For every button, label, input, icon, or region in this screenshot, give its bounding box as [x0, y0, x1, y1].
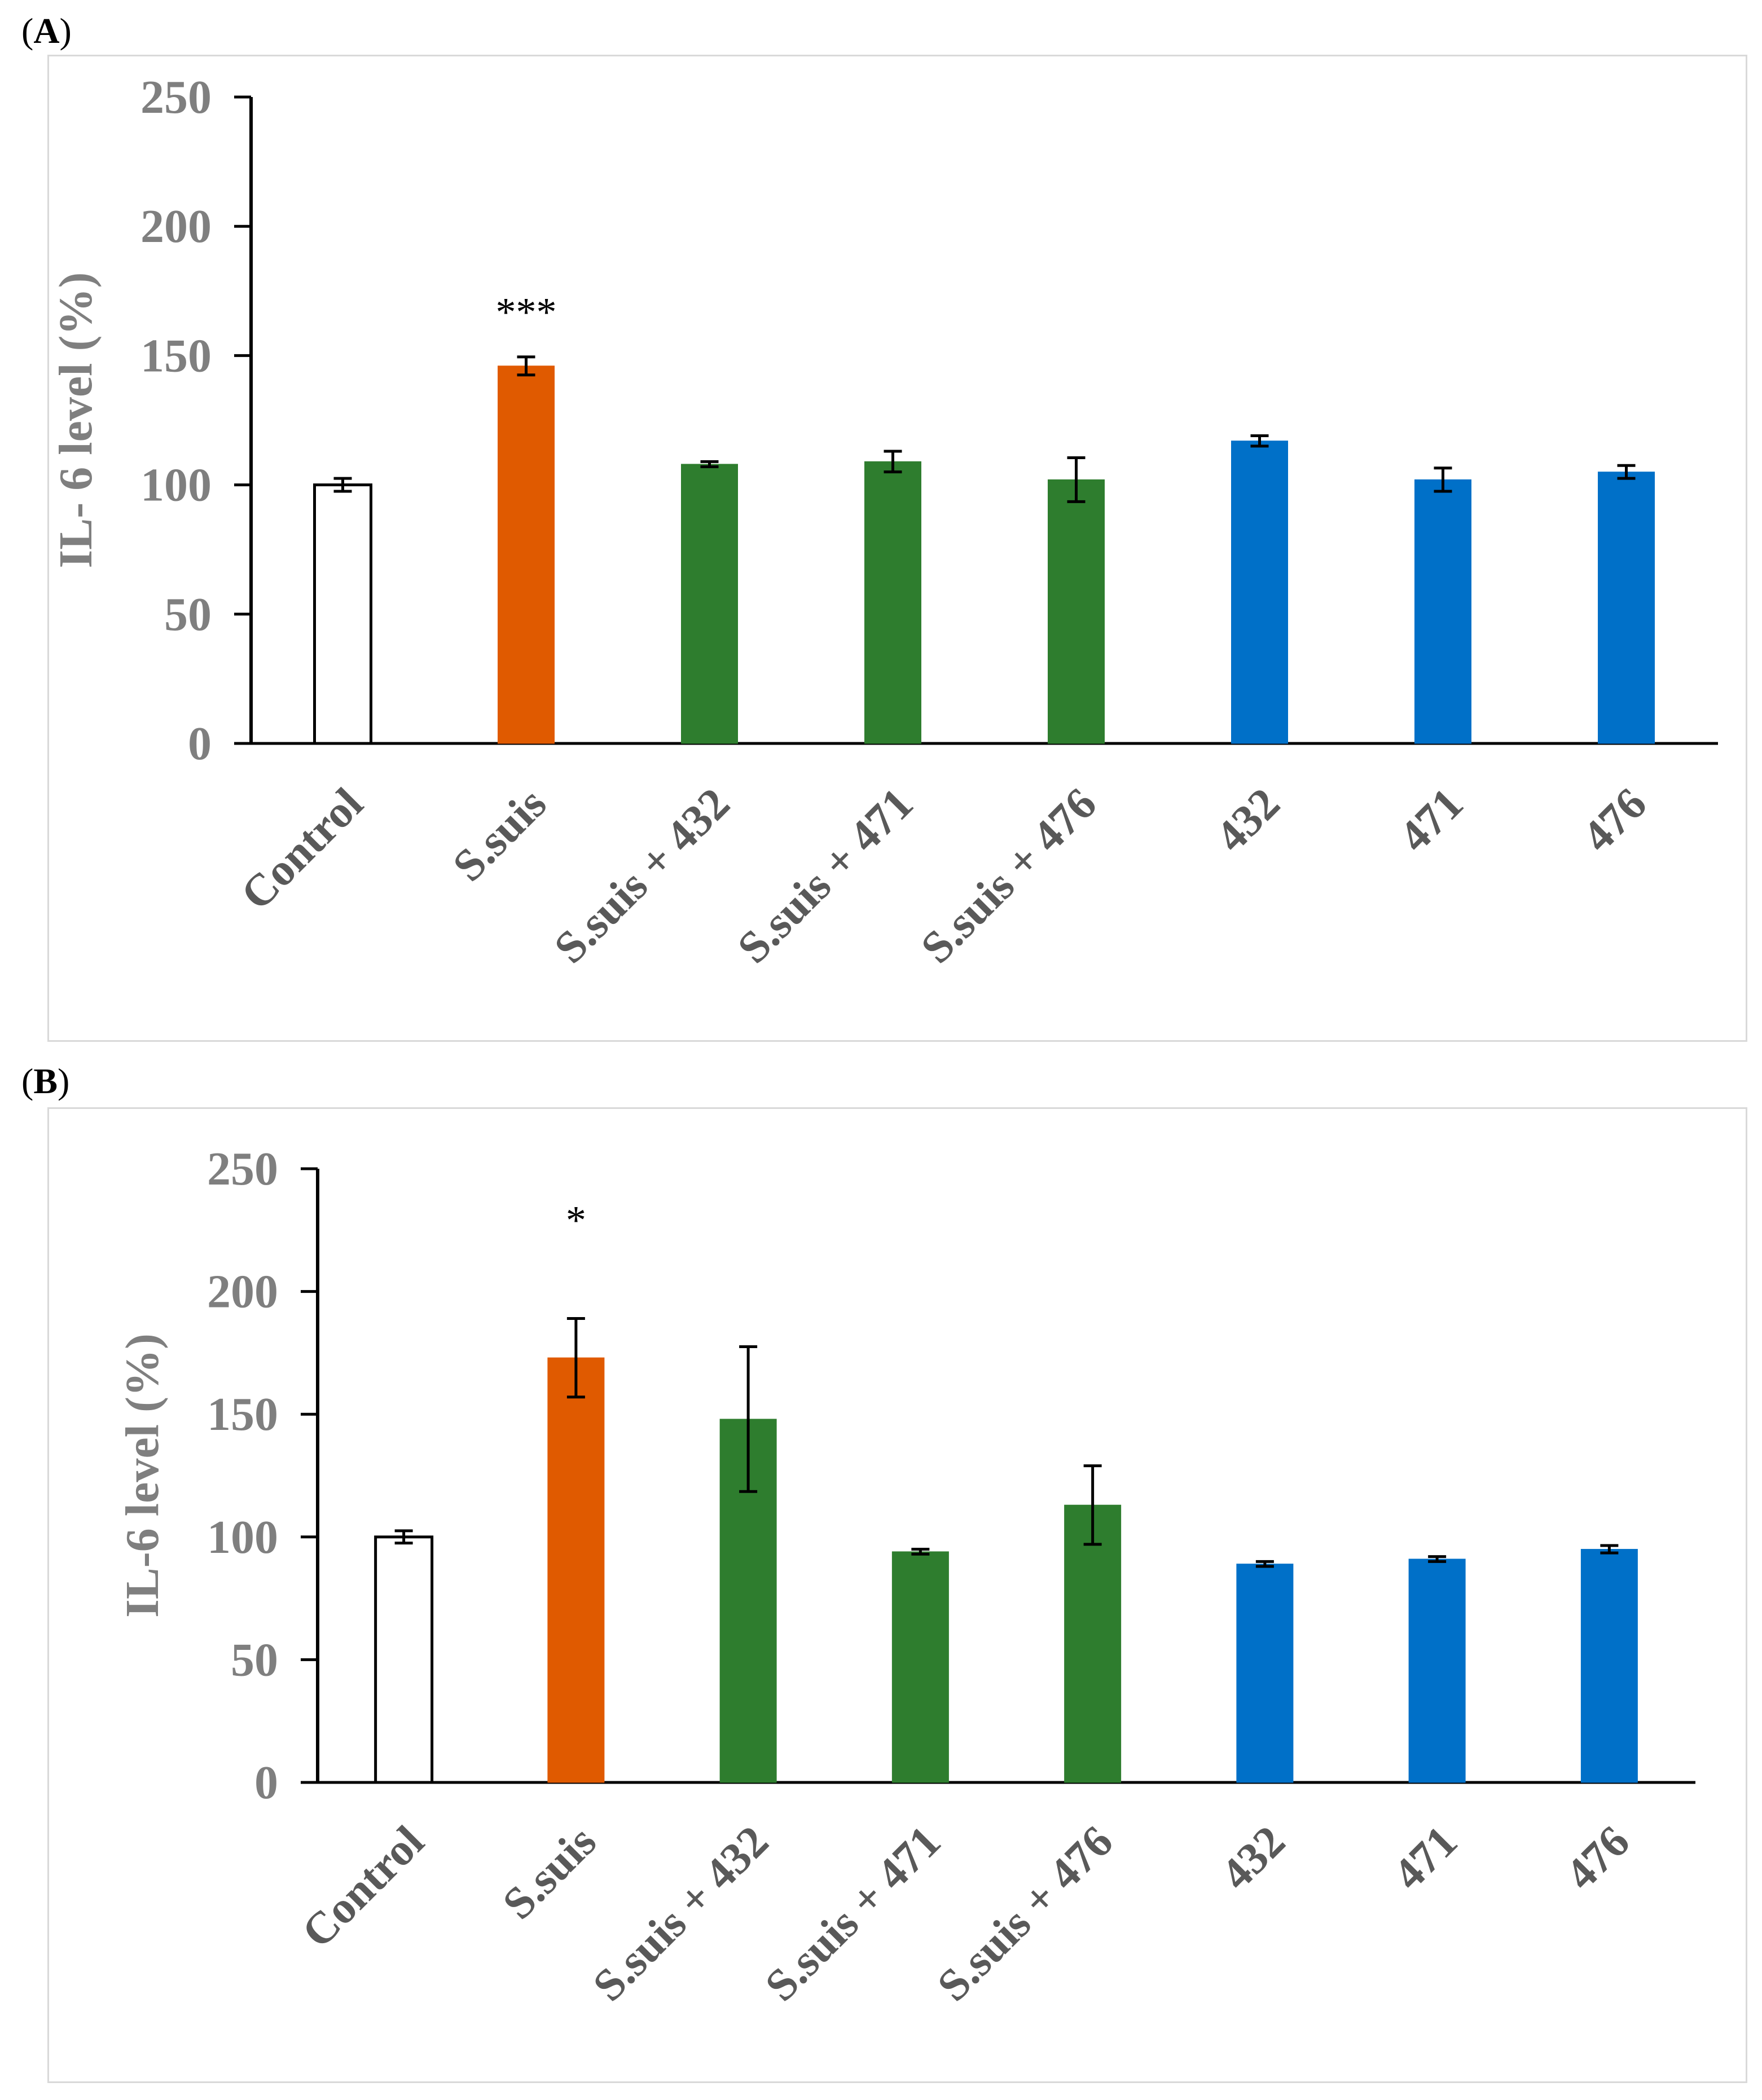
y-tick-label-b: 100 [207, 1511, 278, 1564]
significance-marker-a: *** [496, 290, 557, 335]
category-label-a-7: 476 [1573, 779, 1656, 862]
y-tick-label-b: 50 [231, 1634, 278, 1686]
bar-b-5 [1236, 1564, 1294, 1783]
bar-a-2 [681, 464, 738, 744]
category-label-a-0: Control [231, 779, 372, 920]
bar-a-6 [1414, 479, 1471, 744]
bar-a-3 [864, 461, 921, 744]
y-tick-label-a: 0 [188, 717, 212, 770]
significance-marker-b: * [566, 1198, 586, 1243]
y-tick-label-b: 250 [207, 1143, 278, 1195]
category-label-b-6: 471 [1384, 1817, 1467, 1900]
bar-b-6 [1408, 1559, 1466, 1783]
category-label-b-3: S.suis + 471 [756, 1817, 950, 2011]
y-tick-label-b: 0 [254, 1756, 278, 1809]
category-label-b-4: S.suis + 476 [928, 1817, 1122, 2011]
y-axis-title-a: IL- 6 level (%) [50, 272, 102, 569]
panel-label-b: (B) [21, 1061, 70, 1101]
y-axis-title-b: IL-6 level (%) [116, 1333, 169, 1618]
y-tick-label-a: 200 [140, 200, 212, 253]
category-label-b-0: Control [293, 1817, 434, 1958]
category-label-a-2: S.suis + 432 [545, 779, 739, 973]
category-label-b-1: S.suis [494, 1817, 606, 1929]
bar-b-4 [1064, 1504, 1122, 1783]
category-label-b-7: 476 [1556, 1817, 1639, 1900]
bar-b-0 [374, 1535, 434, 1784]
bar-a-7 [1598, 472, 1655, 744]
bar-a-1 [498, 366, 555, 744]
y-tick-label-a: 150 [140, 329, 212, 382]
bar-a-5 [1231, 441, 1288, 744]
bar-b-7 [1580, 1549, 1638, 1783]
category-label-a-5: 432 [1206, 779, 1289, 862]
category-label-a-4: S.suis + 476 [912, 779, 1106, 973]
category-label-a-6: 471 [1390, 779, 1473, 862]
y-tick-label-a: 100 [140, 459, 212, 512]
bar-b-3 [891, 1551, 949, 1783]
bar-a-0 [313, 483, 372, 745]
panel-label-a: (A) [21, 11, 72, 51]
y-tick-label-b: 150 [207, 1388, 278, 1441]
y-tick-label-b: 200 [207, 1266, 278, 1318]
y-tick-label-a: 250 [140, 71, 212, 124]
bar-b-1 [547, 1357, 605, 1783]
y-tick-label-a: 50 [164, 588, 212, 641]
category-label-a-3: S.suis + 471 [728, 779, 922, 973]
category-label-b-2: S.suis + 432 [583, 1817, 777, 2011]
category-label-a-1: S.suis [443, 779, 556, 891]
category-label-b-5: 432 [1212, 1817, 1295, 1900]
bar-a-4 [1048, 479, 1105, 744]
